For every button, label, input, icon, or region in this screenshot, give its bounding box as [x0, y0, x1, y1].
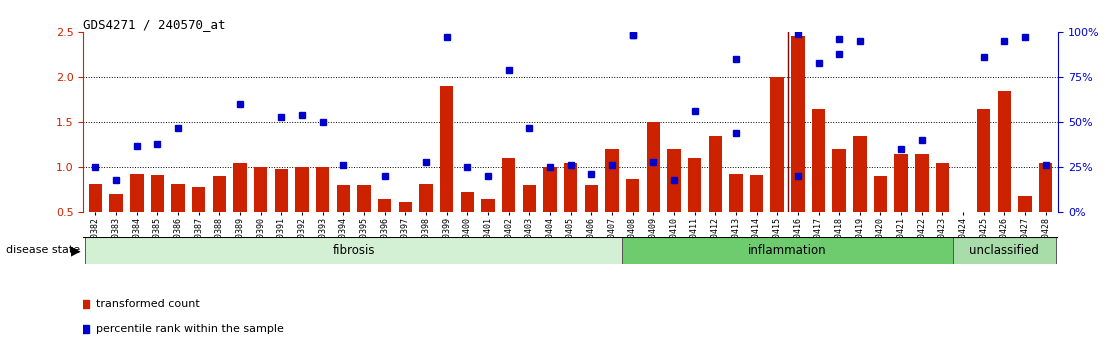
Text: disease state: disease state — [6, 245, 80, 256]
Text: fibrosis: fibrosis — [332, 244, 375, 257]
Bar — [977, 109, 991, 212]
Bar — [770, 77, 783, 212]
Bar — [647, 122, 660, 212]
Bar — [936, 163, 950, 212]
Bar — [874, 176, 888, 212]
Bar — [481, 199, 494, 212]
Bar — [667, 149, 680, 212]
Bar — [688, 158, 701, 212]
Bar — [275, 169, 288, 212]
Bar — [585, 185, 598, 212]
Bar — [399, 201, 412, 212]
Bar — [502, 158, 515, 212]
Bar — [130, 175, 144, 212]
Bar — [419, 183, 433, 212]
Bar — [1039, 163, 1053, 212]
Bar — [192, 187, 205, 212]
Bar — [997, 91, 1012, 212]
Bar — [172, 183, 185, 212]
Text: unclassified: unclassified — [970, 244, 1039, 257]
Bar — [523, 185, 536, 212]
Bar — [357, 185, 371, 212]
Text: ▶: ▶ — [71, 244, 80, 257]
Bar — [89, 183, 102, 212]
Bar — [234, 163, 247, 212]
Bar — [812, 109, 825, 212]
Bar — [708, 136, 722, 212]
Text: transformed count: transformed count — [96, 299, 201, 309]
Bar — [791, 36, 804, 212]
Bar — [626, 179, 639, 212]
Bar — [440, 86, 453, 212]
Bar — [750, 175, 763, 212]
Bar — [110, 194, 123, 212]
Bar — [605, 149, 618, 212]
Text: inflammation: inflammation — [748, 244, 827, 257]
Text: GDS4271 / 240570_at: GDS4271 / 240570_at — [83, 18, 226, 31]
Bar — [254, 167, 267, 212]
Bar — [316, 167, 329, 212]
Bar — [85, 237, 623, 264]
Bar — [894, 154, 907, 212]
Bar — [296, 167, 309, 212]
Bar — [213, 176, 226, 212]
Bar — [832, 149, 845, 212]
Bar — [915, 154, 929, 212]
Bar — [956, 212, 970, 241]
Bar — [564, 163, 577, 212]
Bar — [623, 237, 953, 264]
Bar — [1018, 196, 1032, 212]
Bar — [543, 167, 556, 212]
Bar — [729, 173, 742, 212]
Bar — [151, 175, 164, 212]
Bar — [378, 199, 391, 212]
Bar — [953, 237, 1056, 264]
Text: percentile rank within the sample: percentile rank within the sample — [96, 324, 285, 334]
Bar — [461, 192, 474, 212]
Bar — [853, 136, 866, 212]
Bar — [337, 185, 350, 212]
